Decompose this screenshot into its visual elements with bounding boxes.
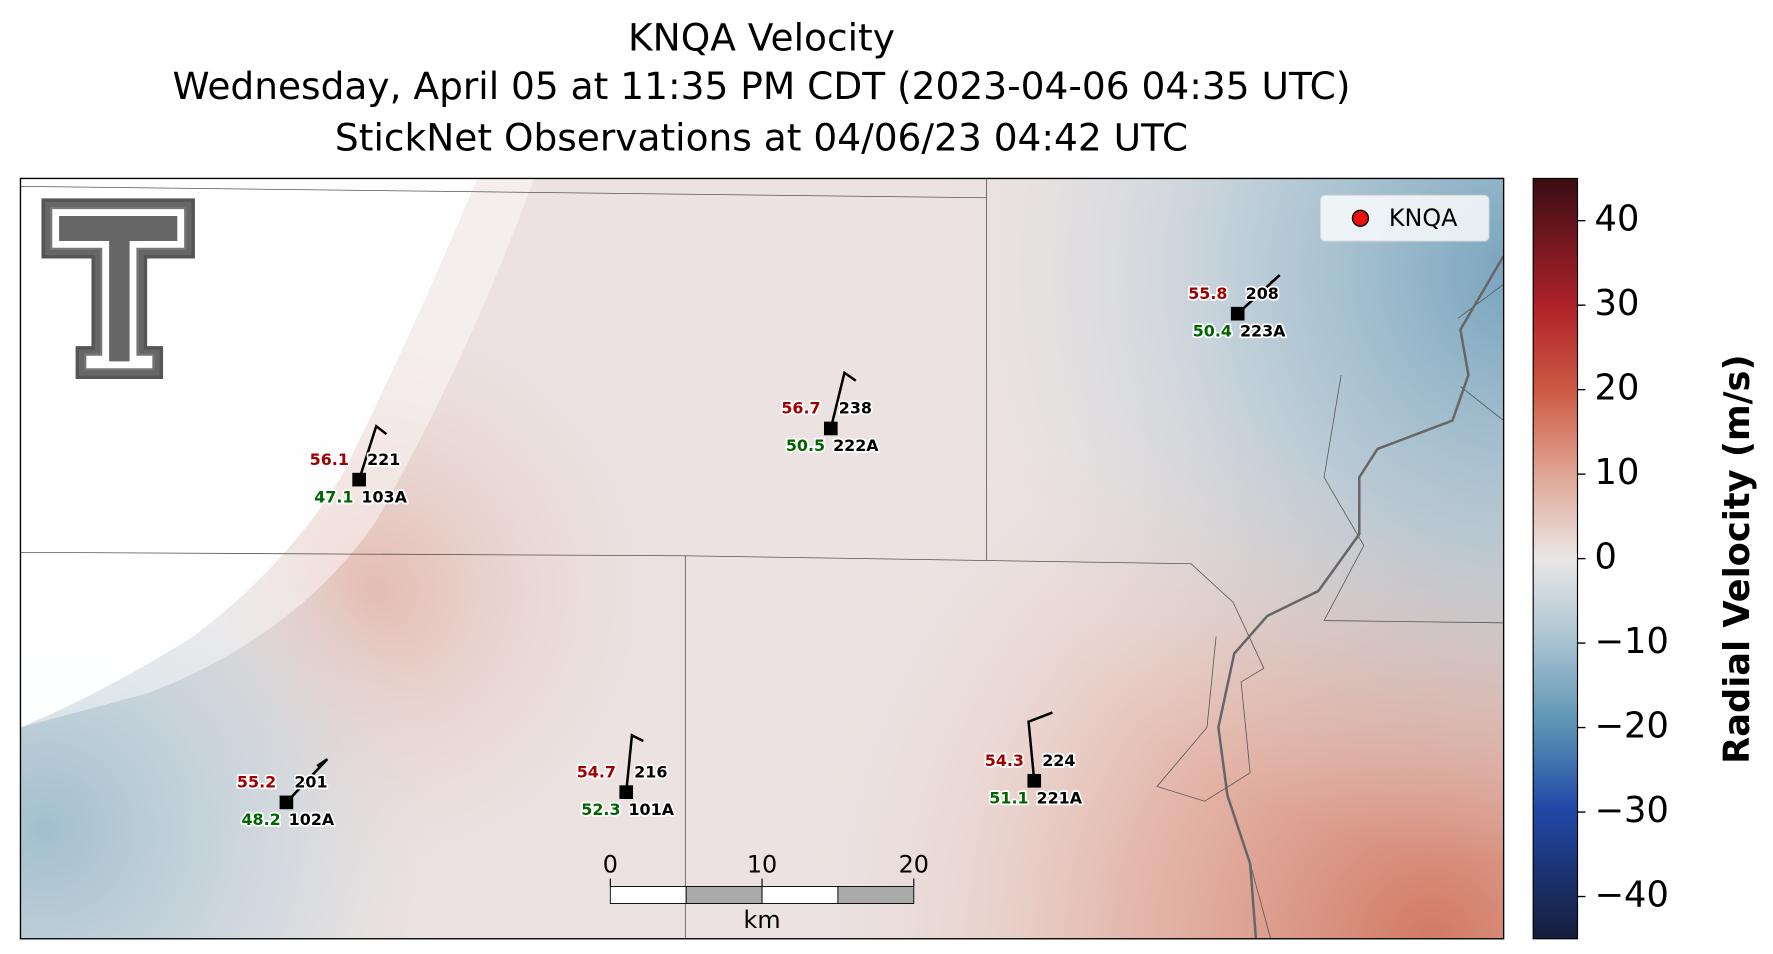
colorbar-tick-label: −10 — [1595, 621, 1669, 662]
title-line: KNQA Velocity — [628, 15, 895, 59]
title-line: Wednesday, April 05 at 11:35 PM CDT (202… — [172, 64, 1350, 108]
station-id: 221 — [367, 450, 400, 469]
temperature: 54.3 — [985, 751, 1024, 770]
legend: KNQA — [1320, 194, 1490, 242]
colorbar-tick-label: −40 — [1595, 875, 1669, 916]
dewpoint: 48.2 — [241, 810, 280, 829]
wind-barb — [1027, 711, 1053, 781]
station-marker — [823, 421, 838, 436]
scale-segment — [685, 886, 763, 904]
colorbar-tick-label: 30 — [1595, 283, 1640, 324]
temperature: 56.7 — [781, 399, 820, 418]
temperature: 56.1 — [310, 450, 349, 469]
colorbar-tick-label: −20 — [1595, 706, 1669, 747]
title-line: StickNet Observations at 04/06/23 04:42 … — [335, 115, 1188, 159]
colorbar-tick-label: 40 — [1595, 199, 1640, 240]
wind-barb — [285, 758, 329, 804]
colorbar: 40 30 20 10 0 −10 −20 −30 −40 Radial Velocity (m/… — [1532, 177, 1758, 940]
colorbar-tick-label: 10 — [1595, 452, 1640, 493]
map-frame — [19, 177, 1505, 940]
dewpoint: 50.5 — [786, 436, 825, 455]
logo — [41, 198, 195, 380]
dewpoint: 52.3 — [581, 800, 620, 819]
station: 56.7 238 50.5 222A — [780, 370, 881, 457]
temperature: 55.8 — [1188, 284, 1227, 303]
scale-tick-label: 10 — [747, 851, 777, 879]
temperature: 55.2 — [237, 773, 276, 792]
legend-box — [1320, 194, 1490, 242]
station-id: 224 — [1042, 751, 1075, 770]
temperature: 54.7 — [577, 762, 616, 781]
station-marker — [352, 472, 366, 487]
station: 55.2 201 48.2 102A — [235, 758, 337, 831]
station: 54.7 216 52.3 101A — [575, 733, 676, 821]
legend-marker — [1351, 209, 1370, 227]
scale-segment — [837, 886, 915, 904]
station-marker — [279, 795, 294, 810]
title: KNQA Velocity Wednesday, April 05 at 11:3… — [172, 15, 1350, 159]
dewpoint: 51.1 — [989, 788, 1028, 807]
colorbar-tick-label: 20 — [1595, 368, 1640, 409]
colorbar-label: Radial Velocity (m/s) — [1717, 354, 1758, 763]
scale-tick-label: 20 — [899, 851, 929, 879]
stations: 56.1 221 47.1 103A 56.7 238 50.5 222A 55.8 208 50.… — [235, 274, 1288, 831]
station-id: 101A — [629, 800, 675, 819]
station: 56.1 221 47.1 103A — [308, 424, 409, 508]
wind-barb — [357, 424, 388, 480]
station-id: 238 — [839, 399, 872, 418]
station-id: 201 — [294, 773, 327, 792]
station-marker — [1230, 306, 1245, 321]
station-id: 223A — [1240, 321, 1286, 340]
scale-unit: km — [744, 906, 781, 934]
station-id: 221A — [1037, 788, 1083, 807]
colorbar-tick-label: −30 — [1595, 790, 1669, 831]
colorbar-ramp — [1532, 177, 1579, 940]
wind-barb — [1236, 274, 1281, 315]
radar-field — [20, 178, 1504, 939]
station-marker — [1027, 773, 1042, 788]
station-id: 216 — [634, 762, 667, 781]
river — [1217, 255, 1504, 939]
station-id: 103A — [361, 487, 407, 506]
legend-label: KNQA — [1389, 204, 1458, 232]
wind-barb — [829, 370, 857, 429]
station-id: 102A — [289, 810, 335, 829]
colorbar-tick-label: 0 — [1595, 537, 1617, 578]
station-id: 208 — [1246, 284, 1279, 303]
dewpoint: 50.4 — [1193, 321, 1232, 340]
scale-segment — [609, 886, 687, 904]
wind-barb — [624, 733, 644, 793]
station-marker — [619, 785, 634, 799]
station: 55.8 208 50.4 223A — [1187, 274, 1288, 342]
station: 54.3 224 51.1 221A — [983, 711, 1084, 809]
scale-segment — [761, 886, 839, 904]
county-borders — [20, 178, 1504, 939]
scale-tick-label: 0 — [603, 851, 618, 879]
scale-bar: 0 10 20 km — [603, 851, 929, 935]
dewpoint: 47.1 — [314, 487, 353, 506]
station-id: 222A — [833, 436, 879, 455]
